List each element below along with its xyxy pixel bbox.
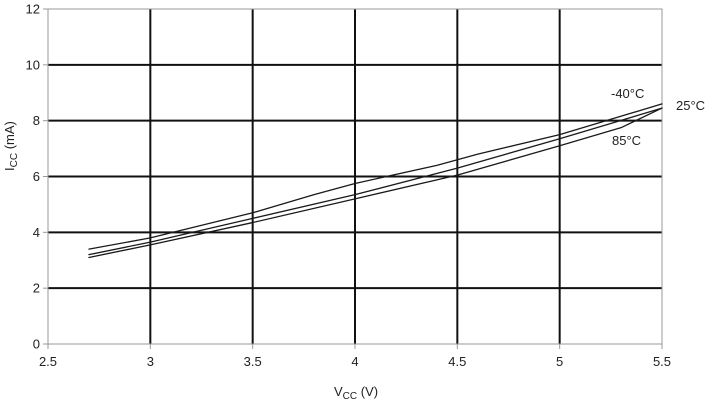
y-tick-label: 2 xyxy=(33,281,40,296)
y-axis-label-sub: CC xyxy=(9,153,20,167)
y-tick-label: 4 xyxy=(33,225,40,240)
x-tick-label: 5.5 xyxy=(653,354,671,369)
series-line-minus40c xyxy=(88,103,663,250)
series-label-25c: 25°C xyxy=(676,98,705,113)
y-axis-label: ICC (mA) xyxy=(2,121,20,171)
x-tick-label: 4.5 xyxy=(448,354,466,369)
x-tick-label: 5 xyxy=(556,354,563,369)
series-label-85c: 85°C xyxy=(612,133,641,148)
x-tick-label: 3 xyxy=(147,354,154,369)
series-line-25c xyxy=(88,107,663,256)
x-axis-label-sub: CC xyxy=(343,391,357,402)
y-axis-label-main: I xyxy=(2,167,17,171)
axis-ticks: 2.5 3 3.5 4 4.5 5 5.5 0 2 4 6 8 10 12 xyxy=(26,2,672,370)
x-tick-label: 3.5 xyxy=(244,354,262,369)
y-axis-label-unit: (mA) xyxy=(2,121,17,153)
y-tick-label: 0 xyxy=(33,337,40,352)
y-tick-label: 6 xyxy=(33,169,40,184)
y-tick-label: 8 xyxy=(33,113,40,128)
series-label-minus40c: -40°C xyxy=(611,86,644,101)
grid xyxy=(48,9,662,344)
x-tick-label: 4 xyxy=(351,354,358,369)
y-tick-label: 12 xyxy=(26,2,40,17)
x-axis-label-main: V xyxy=(334,384,343,399)
x-axis-label-unit: (V) xyxy=(357,384,378,399)
series-group xyxy=(88,103,663,259)
series-line-85c xyxy=(88,107,663,259)
y-tick-label: 10 xyxy=(26,57,40,72)
x-tick-label: 2.5 xyxy=(39,354,57,369)
x-axis-label: VCC (V) xyxy=(334,384,378,402)
